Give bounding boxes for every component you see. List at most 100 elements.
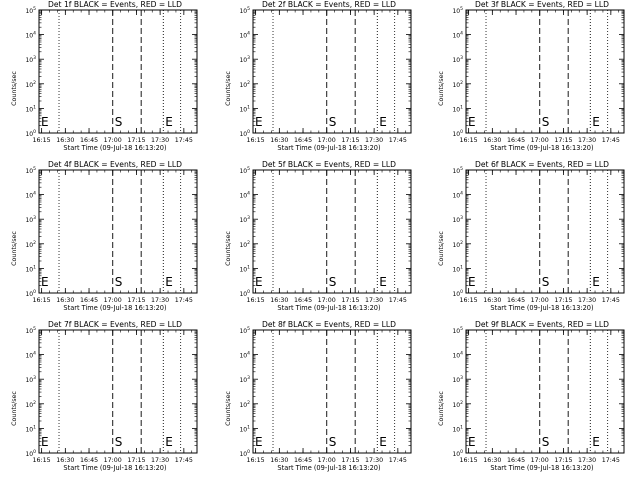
panel-title: Det 3f BLACK = Events, RED = LLD	[475, 0, 609, 9]
x-axis-label: Start Time (09-Jul-18 16:13:20)	[490, 304, 593, 312]
x-tick-label: 16:45	[80, 137, 98, 144]
x-tick-label: 16:30	[483, 297, 501, 304]
x-tick-label: 17:00	[318, 137, 336, 144]
y-axis-label: Counts/sec	[225, 71, 232, 106]
y-tick-label: 105	[25, 326, 36, 335]
panel-title: Det 6f BLACK = Events, RED = LLD	[475, 160, 609, 169]
panel-title: Det 9f BLACK = Events, RED = LLD	[475, 320, 609, 329]
y-tick-label: 100	[25, 289, 36, 298]
y-axis-label: Counts/sec	[11, 71, 18, 106]
x-tick-label: 16:45	[80, 297, 98, 304]
y-tick-label: 104	[239, 351, 250, 360]
y-tick-label: 102	[239, 240, 250, 249]
x-tick-label: 17:00	[104, 137, 122, 144]
x-tick-label: 17:15	[341, 457, 359, 464]
x-tick-label: 17:00	[318, 297, 336, 304]
plot-frame	[38, 9, 198, 134]
x-tick-label: 16:15	[33, 297, 51, 304]
y-tick-label: 102	[239, 400, 250, 409]
panel-title: Det 2f BLACK = Events, RED = LLD	[262, 0, 396, 9]
x-tick-label: 17:30	[365, 297, 383, 304]
x-tick-label: 16:15	[247, 137, 265, 144]
marker-label: S	[329, 115, 337, 129]
x-tick-label: 17:15	[341, 137, 359, 144]
x-tick-label: 16:30	[483, 457, 501, 464]
x-tick-label: 16:30	[56, 297, 74, 304]
detector-panel: Det 2f BLACK = Events, RED = LLD 100 101 10…	[225, 0, 412, 152]
x-tick-label: 17:00	[531, 457, 549, 464]
x-tick-label: 17:45	[389, 457, 407, 464]
x-tick-label: 16:30	[270, 137, 288, 144]
panel-title: Det 5f BLACK = Events, RED = LLD	[262, 160, 396, 169]
x-tick-label: 17:15	[127, 297, 145, 304]
detector-panel: Det 8f BLACK = Events, RED = LLD 100 101 10…	[225, 320, 412, 472]
y-tick-label: 103	[25, 215, 36, 224]
x-tick-label: 16:45	[294, 457, 312, 464]
y-tick-label: 104	[239, 31, 250, 40]
marker-label: E	[255, 115, 263, 129]
plot-frame	[465, 329, 625, 454]
x-tick-label: 16:30	[270, 297, 288, 304]
y-tick-label: 101	[239, 424, 250, 433]
plot-frame	[38, 329, 198, 454]
y-tick-label: 104	[25, 31, 36, 40]
y-tick-label: 105	[25, 166, 36, 175]
y-tick-label: 104	[452, 191, 463, 200]
marker-label: S	[542, 115, 550, 129]
x-axis-label: Start Time (09-Jul-18 16:13:20)	[490, 144, 593, 152]
detector-panel: Det 5f BLACK = Events, RED = LLD 100 101 10…	[225, 160, 412, 312]
plot-frame	[252, 169, 412, 294]
detector-panel: Det 7f BLACK = Events, RED = LLD 100 101 10…	[11, 320, 198, 472]
y-tick-label: 102	[239, 80, 250, 89]
y-tick-label: 100	[25, 449, 36, 458]
y-tick-label: 100	[452, 129, 463, 138]
marker-label: E	[41, 275, 49, 289]
x-tick-label: 17:30	[151, 137, 169, 144]
y-tick-label: 100	[239, 289, 250, 298]
marker-label: S	[542, 275, 550, 289]
plot-frame	[252, 9, 412, 134]
marker-label: E	[165, 115, 173, 129]
y-tick-label: 105	[452, 166, 463, 175]
y-tick-label: 101	[452, 424, 463, 433]
x-tick-label: 16:15	[460, 137, 478, 144]
marker-label: E	[592, 115, 600, 129]
x-tick-label: 16:15	[33, 457, 51, 464]
detector-panel: Det 9f BLACK = Events, RED = LLD 100 101 10…	[438, 320, 625, 472]
y-tick-label: 105	[452, 326, 463, 335]
y-tick-label: 105	[239, 6, 250, 15]
marker-label: E	[592, 435, 600, 449]
panel-title: Det 4f BLACK = Events, RED = LLD	[48, 160, 182, 169]
x-tick-label: 17:45	[602, 297, 620, 304]
x-tick-label: 16:30	[270, 457, 288, 464]
y-tick-label: 101	[452, 264, 463, 273]
y-tick-label: 102	[25, 400, 36, 409]
x-tick-label: 17:30	[578, 137, 596, 144]
detector-panel: Det 6f BLACK = Events, RED = LLD 100 101 10…	[438, 160, 625, 312]
x-axis-label: Start Time (09-Jul-18 16:13:20)	[63, 144, 166, 152]
marker-label: E	[468, 115, 476, 129]
detector-panel: Det 4f BLACK = Events, RED = LLD 100 101 10…	[11, 160, 198, 312]
plot-frame	[465, 9, 625, 134]
x-axis-label: Start Time (09-Jul-18 16:13:20)	[277, 464, 380, 472]
panel-title: Det 8f BLACK = Events, RED = LLD	[262, 320, 396, 329]
marker-label: E	[255, 435, 263, 449]
y-tick-label: 103	[452, 55, 463, 64]
x-tick-label: 16:30	[56, 457, 74, 464]
y-axis-label: Counts/sec	[225, 391, 232, 426]
y-tick-label: 104	[452, 31, 463, 40]
plot-frame	[252, 329, 412, 454]
y-tick-label: 103	[452, 215, 463, 224]
y-tick-label: 103	[239, 375, 250, 384]
y-tick-label: 103	[25, 375, 36, 384]
y-tick-label: 103	[452, 375, 463, 384]
y-tick-label: 101	[25, 264, 36, 273]
x-tick-label: 17:30	[365, 457, 383, 464]
x-tick-label: 17:00	[318, 457, 336, 464]
x-axis-label: Start Time (09-Jul-18 16:13:20)	[277, 304, 380, 312]
x-tick-label: 16:45	[294, 137, 312, 144]
y-tick-label: 100	[25, 129, 36, 138]
x-tick-label: 16:15	[460, 297, 478, 304]
marker-label: E	[165, 275, 173, 289]
marker-label: E	[379, 275, 387, 289]
